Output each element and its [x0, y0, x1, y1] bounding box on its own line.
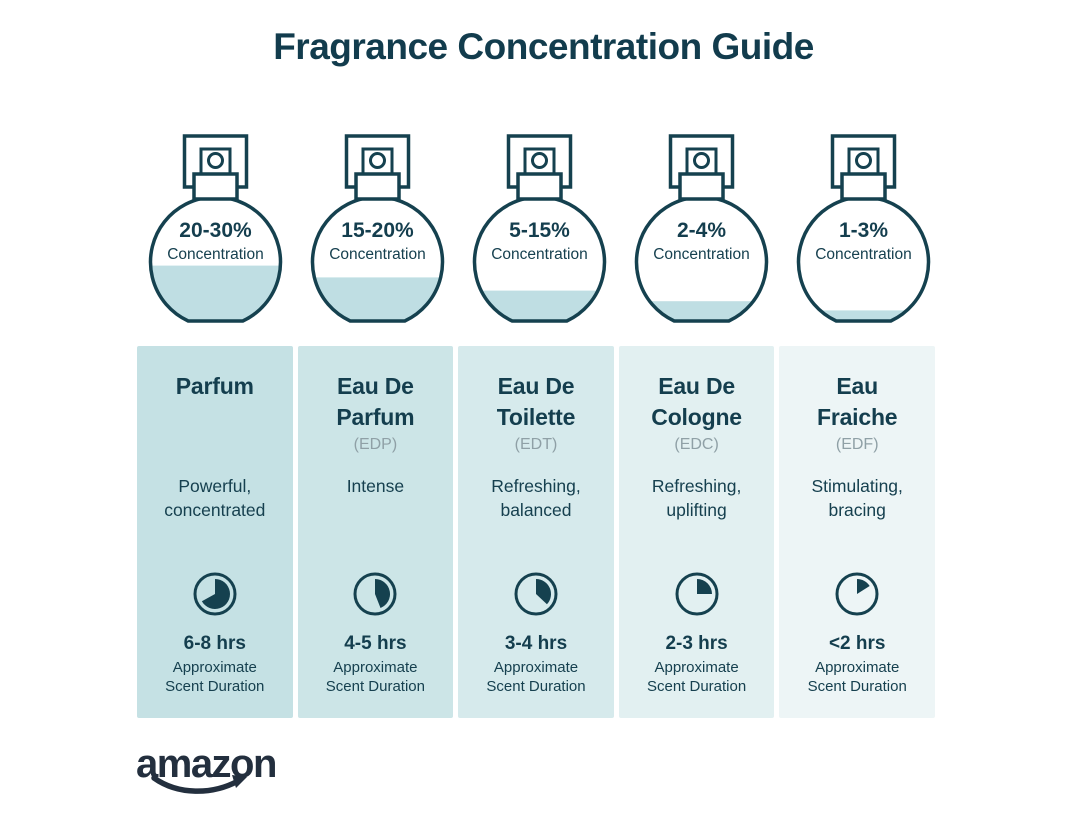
bottle-concentration-label: Concentration — [815, 246, 912, 263]
liquid-fill — [474, 290, 605, 321]
bottle-percent-label: 1-3% — [839, 219, 888, 242]
spray-bottle-icon: 2-4% Concentration — [634, 134, 769, 323]
duration-hours: <2 hrs — [828, 633, 886, 654]
category-name: Eau De Parfum — [336, 373, 415, 430]
clock-icon — [619, 570, 775, 618]
page-title: Fragrance Concentration Guide — [273, 26, 814, 67]
category-header: Eau De Cologne (EDC) — [619, 371, 775, 474]
category-name: Eau De Toilette — [496, 373, 576, 430]
duration-caption: Approximate Scent Duration — [646, 659, 747, 695]
category-description: Stimulating, bracing — [811, 476, 903, 520]
category-description: Refreshing, uplifting — [651, 476, 742, 520]
bottle-concentration-label: Concentration — [167, 246, 264, 263]
category-abbreviation: (EDP) — [353, 436, 398, 453]
bottle-eau-fraiche: 1-3% Concentration — [785, 134, 942, 330]
column-eau-de-cologne: Eau De Cologne (EDC) Refreshing, uplifti… — [618, 346, 775, 718]
spray-bottle-icon: 15-20% Concentration — [310, 134, 445, 323]
spray-bottle-icon: 1-3% Concentration — [796, 134, 931, 323]
duration-hours: 6-8 hrs — [183, 633, 246, 654]
clock-wedge — [201, 579, 230, 609]
clock-icon — [298, 570, 454, 618]
bottle-percent-label: 2-4% — [677, 219, 726, 242]
category-abbreviation: (EDC) — [674, 436, 719, 453]
category-header: Parfum — [137, 371, 293, 474]
content-stage: 20-30% Concentration 15-20% Concentratio… — [137, 134, 935, 718]
fragrance-guide-infographic: Fragrance Concentration Guide 20-30% Con… — [136, 26, 935, 798]
category-header: Eau Fraiche (EDF) — [779, 371, 935, 474]
bottle-concentration-label: Concentration — [329, 246, 426, 263]
spray-bottle-icon: 20-30% Concentration — [148, 134, 283, 323]
liquid-fill — [636, 301, 767, 321]
column-eau-de-parfum: Eau De Parfum (EDP) Intense 4-5 hrs Appr… — [297, 346, 454, 718]
category-abbreviation: (EDT) — [514, 436, 558, 453]
category-description: Powerful, concentrated — [164, 476, 266, 520]
duration-caption: Approximate Scent Duration — [807, 659, 907, 695]
clock-icon — [779, 570, 935, 618]
clock-icon — [137, 570, 293, 618]
bottle-eau-de-parfum: 15-20% Concentration — [299, 134, 456, 330]
duration-caption: Approximate Scent Duration — [165, 659, 265, 695]
category-abbreviation: (EDF) — [835, 436, 879, 453]
duration-caption: Approximate Scent Duration — [486, 659, 586, 695]
category-header: Eau De Parfum (EDP) — [298, 371, 454, 474]
bottle-percent-label: 20-30% — [179, 219, 252, 242]
bottles-row: 20-30% Concentration 15-20% Concentratio… — [137, 134, 935, 330]
category-name: Eau Fraiche — [816, 373, 898, 430]
category-header: Eau De Toilette (EDT) — [458, 371, 614, 474]
liquid-fill — [798, 310, 929, 321]
category-name: Eau De Cologne — [651, 373, 742, 430]
clock-icon — [458, 570, 614, 618]
bottle-parfum: 20-30% Concentration — [137, 134, 294, 330]
bottle-eau-de-toilette: 5-15% Concentration — [461, 134, 618, 330]
clock-wedge — [375, 579, 391, 608]
bottle-eau-de-cologne: 2-4% Concentration — [623, 134, 780, 330]
bottle-concentration-label: Concentration — [491, 246, 588, 263]
amazon-logo: amazon — [136, 744, 306, 798]
amazon-wordmark: amazon — [136, 742, 277, 786]
duration-caption: Approximate Scent Duration — [325, 659, 425, 695]
bottle-concentration-label: Concentration — [653, 246, 750, 263]
column-eau-fraiche: Eau Fraiche (EDF) Stimulating, bracing <… — [779, 346, 935, 718]
bottle-percent-label: 15-20% — [341, 219, 414, 242]
category-description: Refreshing, balanced — [491, 476, 581, 520]
category-columns: Parfum Powerful, concentrated 6-8 hrs Ap… — [137, 346, 935, 718]
column-parfum: Parfum Powerful, concentrated 6-8 hrs Ap… — [137, 346, 293, 718]
duration-hours: 2-3 hrs — [665, 633, 728, 654]
bottle-percent-label: 5-15% — [509, 219, 570, 242]
clock-wedge — [696, 579, 712, 594]
duration-hours: 4-5 hrs — [344, 633, 407, 654]
category-description: Intense — [346, 476, 405, 496]
duration-hours: 3-4 hrs — [504, 633, 568, 654]
amazon-smile-arrow-icon — [151, 775, 247, 794]
column-eau-de-toilette: Eau De Toilette (EDT) Refreshing, balanc… — [458, 346, 614, 718]
clock-wedge — [535, 579, 551, 605]
category-name: Parfum — [175, 373, 254, 399]
spray-bottle-icon: 5-15% Concentration — [472, 134, 607, 323]
clock-wedge — [857, 579, 870, 594]
